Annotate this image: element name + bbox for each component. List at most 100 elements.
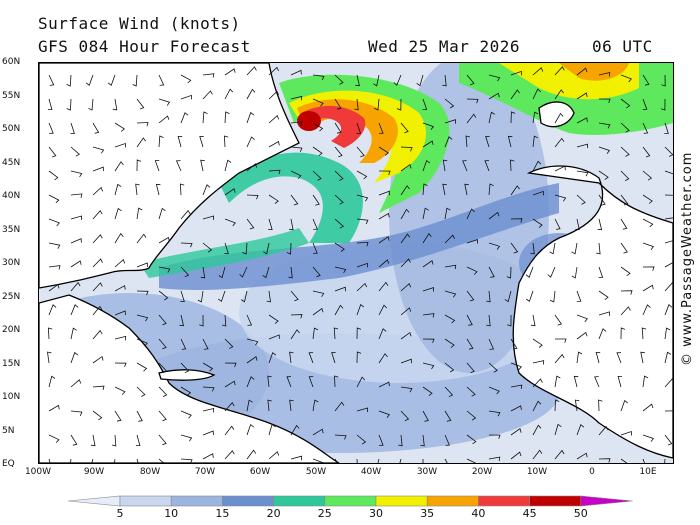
- wind-barb: [224, 242, 229, 254]
- wind-barb: [488, 74, 501, 82]
- legend-label: 25: [317, 507, 332, 520]
- wind-barb: [620, 194, 629, 206]
- wind-barb: [66, 74, 72, 87]
- wind-barb: [400, 331, 412, 340]
- wind-barb: [268, 66, 279, 76]
- wind-barb: [70, 304, 79, 316]
- legend-swatch: [529, 495, 582, 507]
- wind-barb: [114, 161, 124, 172]
- wind-barb: [466, 434, 477, 445]
- wind-barb: [288, 266, 293, 279]
- legend-label: 20: [266, 507, 281, 520]
- wind-barb: [595, 351, 601, 364]
- wind-barb: [48, 265, 61, 270]
- wind-barb: [466, 362, 475, 374]
- wind-barb: [444, 434, 450, 446]
- wind-barb: [620, 122, 630, 133]
- lon-label: 0: [589, 467, 595, 477]
- wind-barb: [246, 218, 255, 230]
- wind-barb: [620, 98, 631, 109]
- wind-barb: [510, 384, 523, 390]
- lat-label: 10N: [2, 392, 21, 402]
- wind-barb: [114, 386, 126, 395]
- wind-barb: [290, 121, 303, 126]
- wind-barb: [290, 455, 303, 461]
- wind-speed-legend: [68, 495, 633, 507]
- wind-barb: [48, 404, 60, 412]
- wind-barb: [466, 410, 477, 421]
- wind-barb: [642, 403, 654, 412]
- wind-barb: [286, 242, 292, 255]
- wind-barb: [664, 304, 673, 316]
- wind-barb: [464, 183, 469, 196]
- wind-barb: [290, 69, 302, 76]
- wind-barb: [598, 311, 610, 316]
- wind-barb: [136, 137, 147, 148]
- wind-barb: [422, 140, 434, 148]
- wind-barb: [48, 74, 55, 86]
- wind-barb: [576, 331, 588, 340]
- wind-barb: [246, 163, 258, 172]
- wind-barb: [576, 92, 588, 100]
- wind-barb: [400, 410, 410, 422]
- wind-barb: [70, 351, 79, 364]
- wind-barb: [620, 327, 626, 340]
- wind-barbs: [47, 66, 677, 471]
- wind-barb: [179, 183, 185, 196]
- wind-map[interactable]: [0, 53, 677, 471]
- lon-label: 40W: [360, 467, 382, 477]
- wind-barb: [334, 146, 343, 158]
- wind-barb: [202, 407, 215, 413]
- lon-label: 10E: [639, 467, 657, 477]
- wind-barb: [510, 451, 522, 460]
- lat-label: 45N: [2, 158, 21, 168]
- wind-barb: [400, 386, 413, 393]
- wind-barb: [554, 423, 562, 436]
- wind-barb: [488, 111, 496, 124]
- wind-barb: [114, 285, 126, 292]
- wind-barb: [466, 314, 473, 326]
- wind-barb: [400, 358, 412, 364]
- wind-barb: [290, 314, 303, 319]
- lat-label: 50N: [2, 124, 21, 134]
- wind-barb: [268, 169, 281, 175]
- wind-barb: [92, 385, 105, 391]
- wind-barb: [114, 362, 127, 368]
- wind-barb: [664, 351, 672, 364]
- wind-barb: [92, 410, 103, 421]
- legend-label: 40: [471, 507, 486, 520]
- wind-barb: [532, 360, 545, 365]
- wind-barb: [598, 98, 611, 104]
- wind-barb: [506, 266, 512, 279]
- wind-barb: [202, 184, 211, 196]
- wind-barb: [532, 190, 544, 196]
- lon-label: 60W: [249, 467, 271, 477]
- wind-barb: [576, 351, 583, 364]
- wind-barb: [114, 410, 122, 422]
- wind-barb: [444, 207, 451, 220]
- wind-barb: [268, 314, 279, 324]
- wind-barb: [199, 136, 204, 148]
- wind-barb: [268, 423, 276, 436]
- wind-barb: [576, 314, 588, 323]
- wind-barb: [400, 307, 412, 316]
- wind-barb: [224, 450, 235, 460]
- wind-barb: [70, 146, 80, 157]
- wind-barb: [179, 314, 185, 327]
- wind-barb: [263, 242, 270, 255]
- wind-barb: [532, 449, 543, 460]
- wind-barb: [312, 218, 318, 230]
- wind-barb: [378, 304, 388, 316]
- wind-barb: [374, 98, 380, 111]
- wind-barb: [378, 212, 390, 220]
- wind-barb: [554, 165, 566, 172]
- wind-barb: [158, 266, 171, 273]
- wind-barb: [378, 410, 391, 419]
- wind-barb: [442, 159, 448, 172]
- wind-barb: [356, 146, 365, 158]
- wind-barb: [48, 375, 56, 388]
- wind-barb: [202, 386, 215, 392]
- wind-barb: [202, 242, 213, 253]
- wind-barb: [289, 218, 294, 231]
- wind-barb: [576, 170, 589, 177]
